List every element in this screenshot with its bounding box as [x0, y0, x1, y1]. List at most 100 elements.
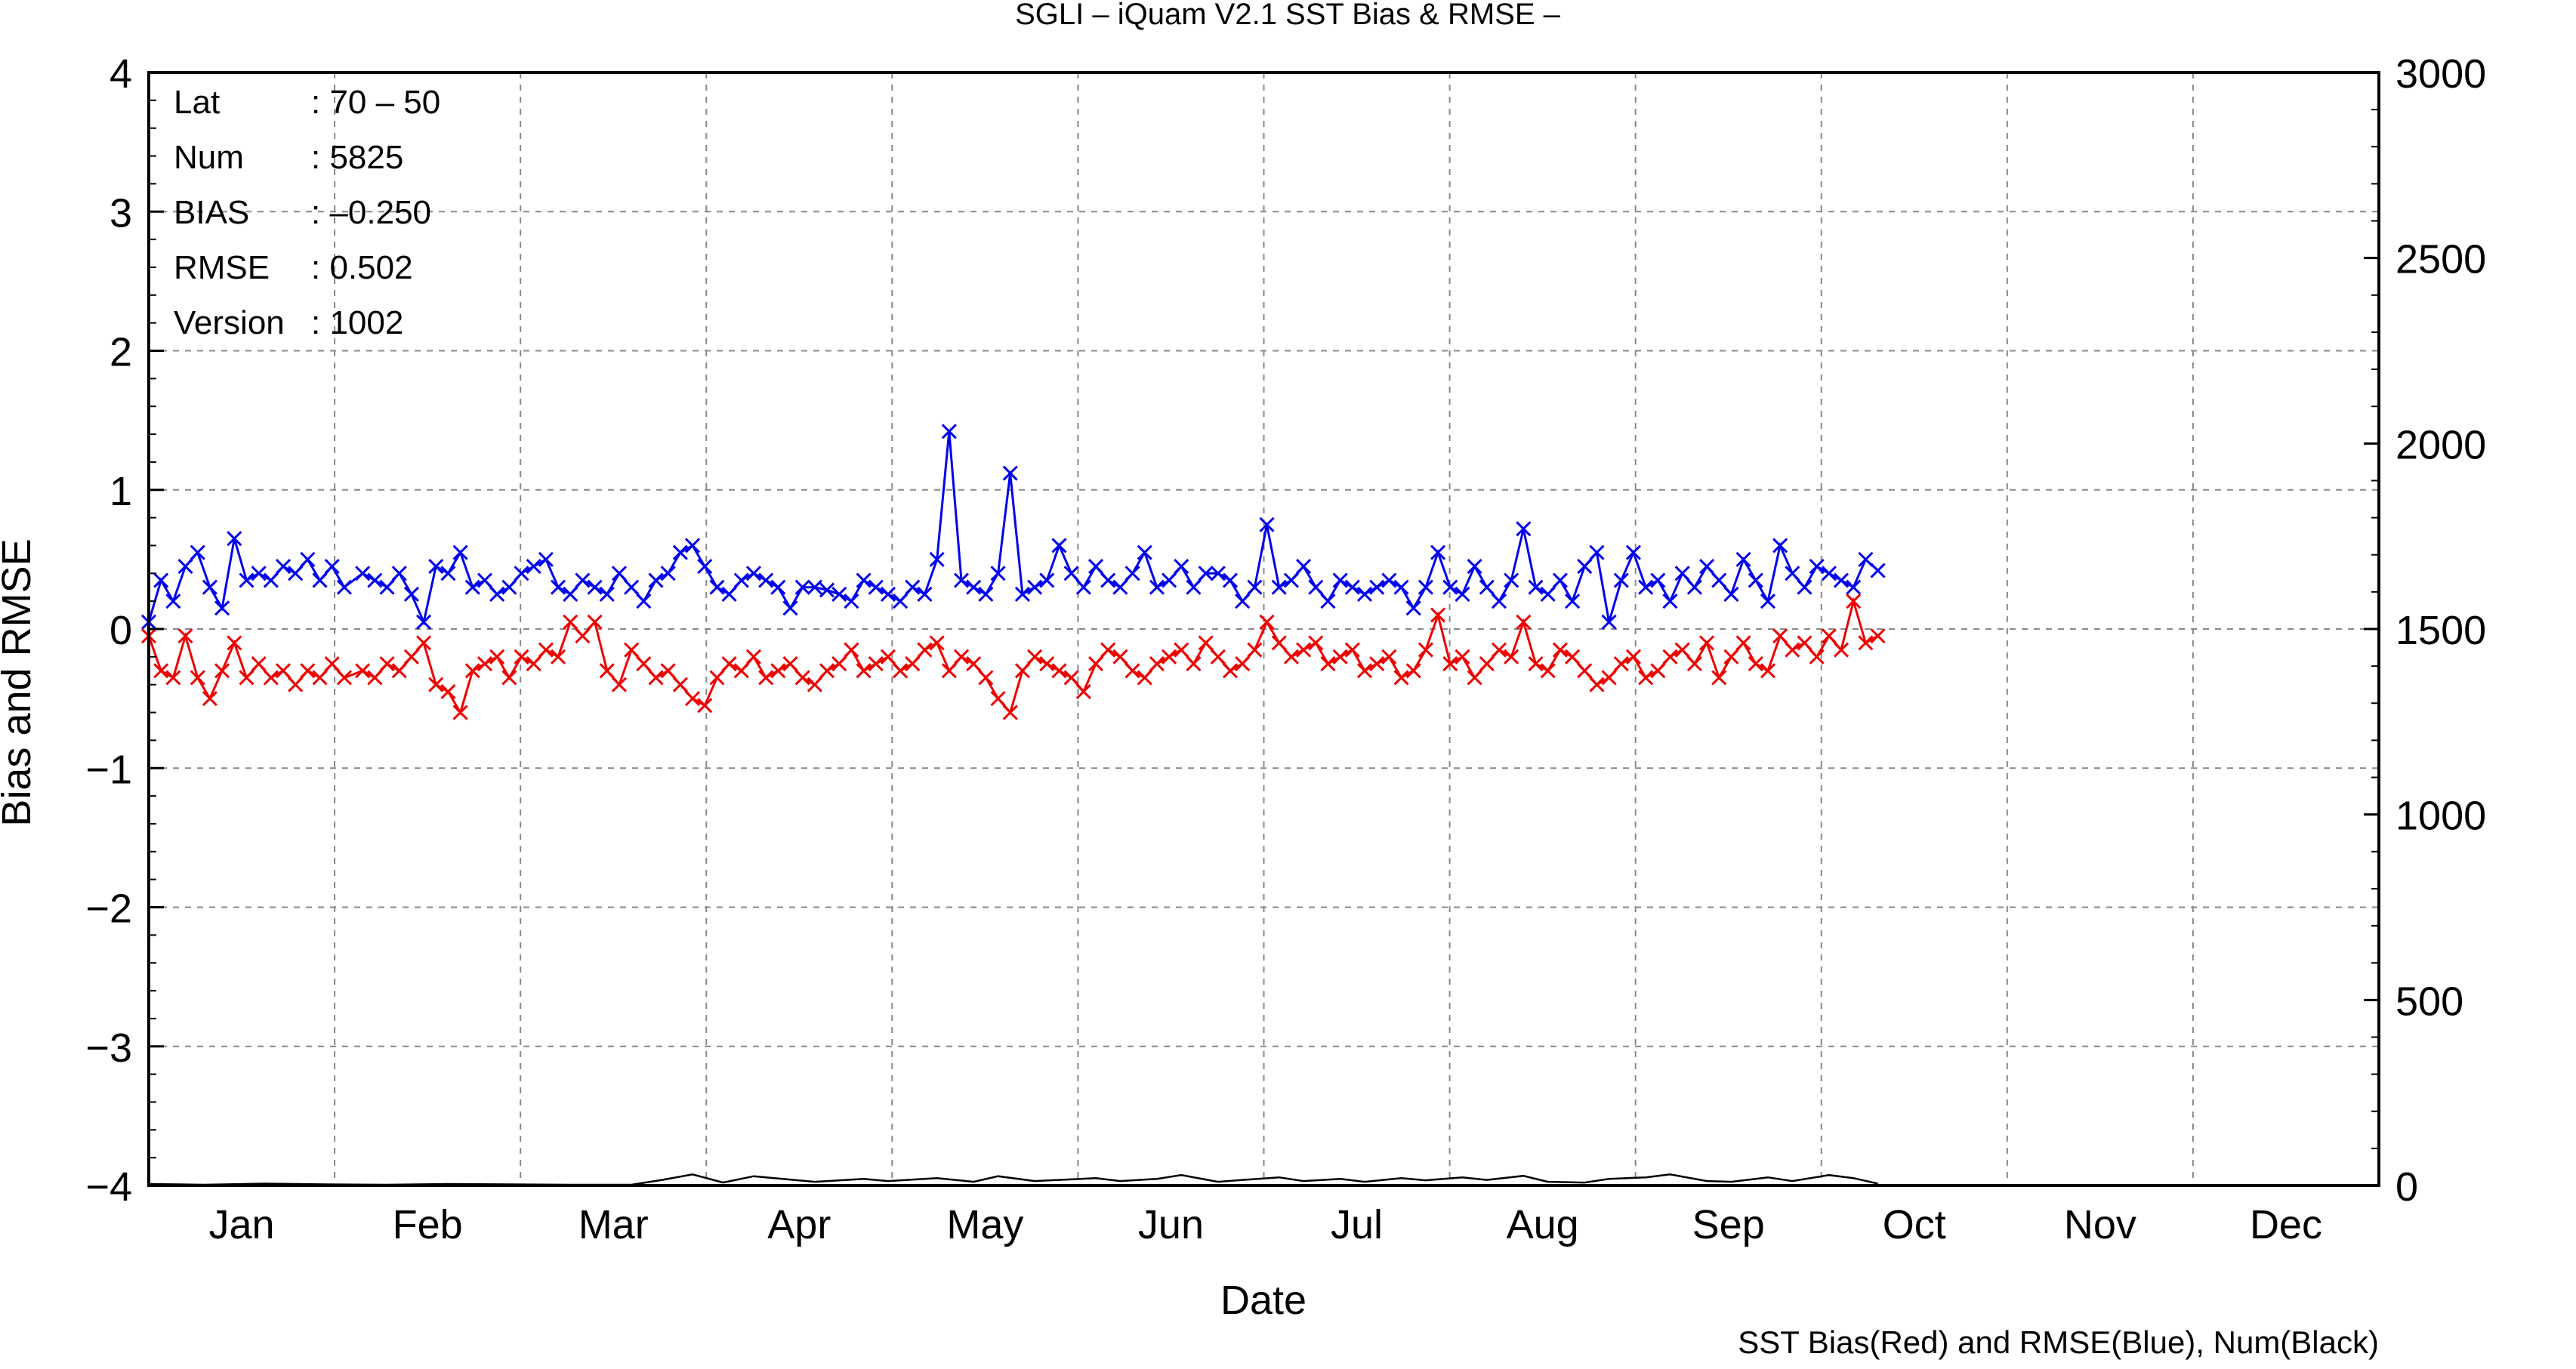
data-point-marker	[1552, 572, 1568, 588]
y-left-tick-label: −3	[85, 1025, 132, 1071]
data-point-marker	[312, 670, 328, 686]
data-point-marker	[1369, 579, 1385, 595]
data-point-marker	[807, 677, 822, 692]
data-point-marker	[1760, 594, 1776, 609]
data-point-marker	[782, 600, 798, 616]
data-point-marker	[1772, 538, 1788, 553]
data-point-marker	[733, 663, 749, 679]
data-point-marker	[1271, 579, 1287, 595]
data-point-marker	[624, 579, 640, 595]
data-point-marker	[917, 586, 933, 602]
chart-title: SGLI – iQuam V2.1 SST Bias & RMSE –	[1015, 0, 1561, 31]
data-point-marker	[1283, 649, 1299, 664]
data-point-marker	[1137, 544, 1152, 560]
data-point-marker	[1344, 579, 1360, 595]
data-point-marker	[563, 586, 578, 602]
data-point-marker	[1087, 559, 1104, 575]
data-point-marker	[1381, 649, 1397, 664]
stats-label: Version	[174, 304, 285, 341]
data-point-marker	[202, 691, 217, 707]
data-point-marker	[1540, 586, 1556, 602]
data-point-marker	[1467, 559, 1482, 575]
data-point-marker	[953, 572, 970, 588]
data-point-marker	[1137, 670, 1152, 686]
ticks: −4 −3 −2 −1 0 1 2 3 4 0 500 1000 1500 2000 2500 3000 Jan…	[85, 51, 2486, 1247]
data-point-marker	[1271, 635, 1287, 651]
data-point-marker	[868, 656, 884, 672]
data-point-marker	[563, 614, 578, 630]
y-right-tick-label: 500	[2396, 979, 2463, 1024]
data-point-marker	[324, 656, 340, 672]
data-point-marker	[1247, 642, 1263, 658]
data-point-marker	[367, 572, 383, 588]
data-point-marker	[403, 586, 419, 602]
data-point-marker	[1846, 579, 1862, 595]
data-point-marker	[1320, 594, 1336, 609]
data-point-marker	[1222, 663, 1239, 679]
x-tick-label: Jul	[1331, 1202, 1383, 1247]
data-point-marker	[1222, 572, 1239, 588]
data-point-marker	[239, 670, 255, 686]
data-point-marker	[403, 649, 419, 664]
data-point-marker	[856, 663, 872, 679]
data-point-marker	[794, 579, 810, 595]
data-point-marker	[575, 628, 591, 644]
data-point-marker	[758, 670, 774, 686]
data-point-marker	[856, 572, 872, 588]
data-point-marker	[336, 579, 352, 595]
data-point-marker	[1662, 594, 1678, 609]
data-point-marker	[1809, 649, 1825, 664]
data-point-marker	[782, 656, 798, 672]
y-axis-label-right: Num of Match–up	[2569, 522, 2576, 843]
stats-label: RMSE	[174, 249, 270, 286]
data-point-marker	[1369, 656, 1385, 672]
data-point-marker	[1821, 566, 1837, 581]
data-point-marker	[1528, 579, 1544, 595]
data-point-marker	[1479, 656, 1495, 672]
data-point-marker	[1430, 607, 1446, 623]
y-axis-label-left: Bias and RMSE	[0, 538, 39, 826]
data-point-marker	[1405, 600, 1421, 616]
data-point-marker	[214, 600, 230, 616]
data-point-marker	[893, 663, 909, 679]
data-point-marker	[794, 670, 810, 686]
y-left-tick-label: 0	[110, 608, 132, 653]
data-point-marker	[1723, 649, 1739, 664]
data-point-marker	[819, 582, 835, 598]
data-point-marker	[501, 579, 517, 595]
data-point-marker	[844, 642, 859, 658]
data-point-marker	[770, 579, 786, 595]
data-point-marker	[1589, 544, 1605, 560]
data-point-marker	[514, 566, 529, 581]
stats-label: Num	[174, 139, 244, 176]
data-point-marker	[251, 566, 267, 581]
data-point-marker	[758, 572, 774, 588]
data-point-marker	[1589, 677, 1605, 692]
y-left-tick-label: −2	[85, 886, 132, 932]
data-point-marker	[1735, 551, 1751, 567]
data-point-marker	[1393, 670, 1409, 686]
data-point-marker	[672, 544, 688, 560]
x-tick-label: Jan	[209, 1202, 275, 1247]
data-point-marker	[1027, 579, 1043, 595]
data-point-marker	[214, 663, 230, 679]
data-point-marker	[1198, 566, 1214, 581]
data-point-marker	[1711, 670, 1727, 686]
x-axis-label: Date	[1220, 1278, 1307, 1323]
data-point-marker	[1809, 559, 1825, 575]
data-point-marker	[660, 663, 676, 679]
data-point-marker	[1174, 559, 1189, 575]
data-point-marker	[300, 663, 316, 679]
data-point-marker	[636, 656, 652, 672]
data-point-marker	[1516, 521, 1532, 537]
data-point-marker	[1748, 572, 1763, 588]
data-point-marker	[1075, 683, 1091, 699]
data-point-marker	[550, 649, 566, 664]
data-point-marker	[1442, 579, 1458, 595]
data-point-marker	[599, 663, 615, 679]
data-point-marker	[1344, 642, 1360, 658]
data-point-marker	[1797, 635, 1812, 651]
data-point-marker	[624, 642, 640, 658]
data-point-marker	[1735, 635, 1751, 651]
